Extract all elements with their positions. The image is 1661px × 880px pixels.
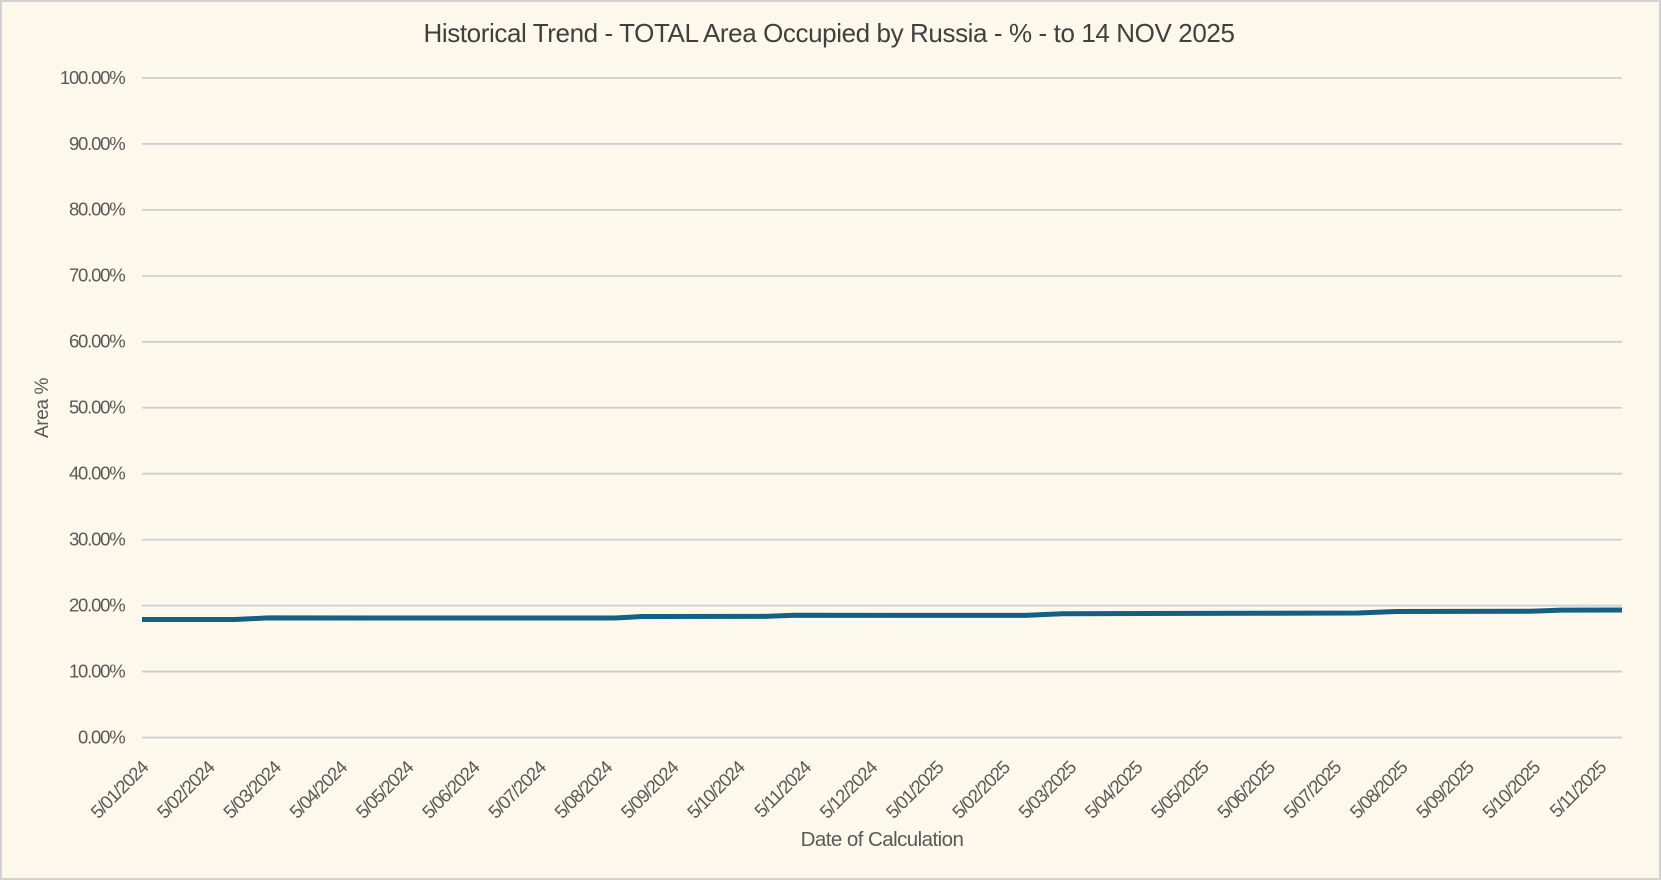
svg-text:5/11/2025: 5/11/2025 bbox=[1545, 756, 1610, 821]
svg-text:5/11/2024: 5/11/2024 bbox=[750, 756, 815, 821]
svg-text:5/02/2025: 5/02/2025 bbox=[948, 756, 1014, 822]
svg-text:5/07/2025: 5/07/2025 bbox=[1279, 756, 1345, 822]
svg-text:0.00%: 0.00% bbox=[78, 726, 125, 747]
svg-text:Historical Trend - TOTAL Area: Historical Trend - TOTAL Area Occupied b… bbox=[423, 18, 1234, 48]
svg-text:5/01/2025: 5/01/2025 bbox=[882, 756, 948, 822]
svg-text:5/05/2025: 5/05/2025 bbox=[1147, 756, 1213, 822]
svg-text:5/04/2025: 5/04/2025 bbox=[1080, 756, 1146, 822]
svg-text:5/10/2025: 5/10/2025 bbox=[1478, 756, 1544, 822]
svg-text:80.00%: 80.00% bbox=[69, 199, 125, 220]
svg-text:20.00%: 20.00% bbox=[69, 594, 125, 615]
svg-text:90.00%: 90.00% bbox=[69, 133, 125, 154]
svg-text:5/09/2025: 5/09/2025 bbox=[1412, 756, 1478, 822]
svg-text:60.00%: 60.00% bbox=[69, 331, 125, 352]
svg-text:5/04/2024: 5/04/2024 bbox=[285, 756, 351, 822]
svg-text:70.00%: 70.00% bbox=[69, 265, 125, 286]
svg-text:10.00%: 10.00% bbox=[69, 660, 125, 681]
svg-text:5/09/2024: 5/09/2024 bbox=[617, 756, 683, 822]
svg-text:5/06/2024: 5/06/2024 bbox=[418, 756, 484, 822]
svg-text:40.00%: 40.00% bbox=[69, 463, 125, 484]
svg-text:30.00%: 30.00% bbox=[69, 528, 125, 549]
svg-text:5/10/2024: 5/10/2024 bbox=[683, 756, 749, 822]
svg-text:5/12/2024: 5/12/2024 bbox=[815, 756, 881, 822]
svg-text:5/01/2024: 5/01/2024 bbox=[86, 756, 152, 822]
svg-text:Area %: Area % bbox=[32, 378, 53, 438]
svg-text:5/07/2024: 5/07/2024 bbox=[484, 756, 550, 822]
svg-text:5/05/2024: 5/05/2024 bbox=[351, 756, 417, 822]
svg-text:5/03/2024: 5/03/2024 bbox=[219, 756, 285, 822]
svg-text:50.00%: 50.00% bbox=[69, 397, 125, 418]
svg-text:Date of Calculation: Date of Calculation bbox=[801, 828, 964, 851]
svg-text:100.00%: 100.00% bbox=[60, 67, 125, 88]
svg-text:5/08/2024: 5/08/2024 bbox=[550, 756, 616, 822]
svg-text:5/06/2025: 5/06/2025 bbox=[1213, 756, 1279, 822]
svg-text:5/08/2025: 5/08/2025 bbox=[1346, 756, 1412, 822]
svg-text:5/02/2024: 5/02/2024 bbox=[153, 756, 219, 822]
svg-text:5/03/2025: 5/03/2025 bbox=[1014, 756, 1080, 822]
